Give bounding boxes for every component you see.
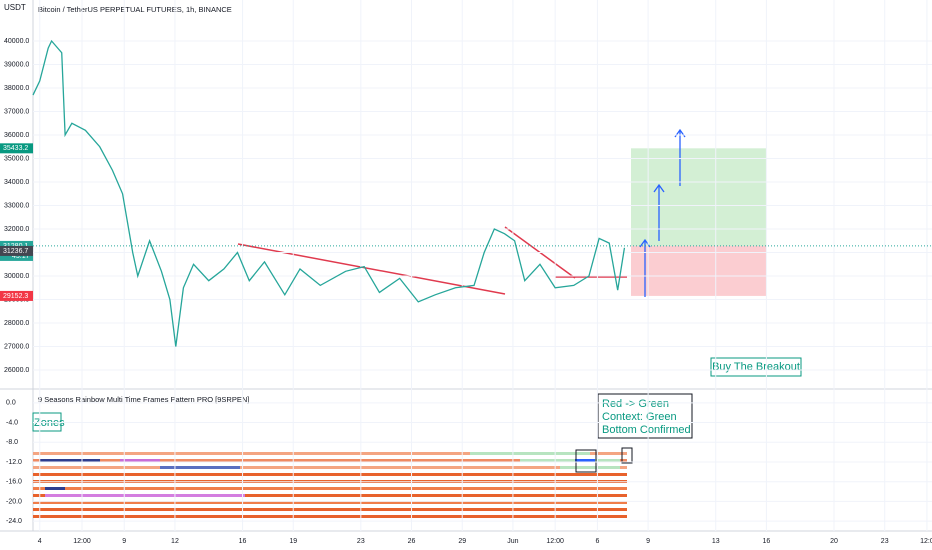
y-tick-label: 0.0 bbox=[6, 400, 16, 407]
x-tick-label: 12:0 bbox=[920, 538, 932, 545]
y-tick-label: 39000.0 bbox=[4, 61, 29, 68]
price-label: 29152.3 bbox=[3, 293, 28, 300]
annotation: Red -> Green bbox=[602, 398, 669, 410]
y-tick-label: 27000.0 bbox=[4, 343, 29, 350]
x-tick-label: 16 bbox=[239, 538, 247, 545]
price-label: 31236.7 bbox=[3, 248, 28, 255]
x-tick-label: 4 bbox=[38, 538, 42, 545]
y-tick-label: 40000.0 bbox=[4, 38, 29, 45]
x-tick-label: 12:00 bbox=[73, 538, 91, 545]
y-tick-label: -8.0 bbox=[6, 439, 18, 446]
x-tick-label: 13 bbox=[712, 538, 720, 545]
x-tick-label: 19 bbox=[289, 538, 297, 545]
x-tick-label: 23 bbox=[357, 538, 365, 545]
annotation: Buy The Breakout bbox=[712, 361, 800, 373]
countdown: 45:17 bbox=[12, 253, 30, 260]
chart-title: Bitcoin / TetherUS PERPETUAL FUTURES, 1h… bbox=[38, 5, 232, 14]
y-tick-label: 38000.0 bbox=[4, 85, 29, 92]
highlight-box bbox=[621, 447, 633, 464]
y-tick-label: -12.0 bbox=[6, 459, 22, 466]
x-tick-label: 12:00 bbox=[546, 538, 564, 545]
y-tick-label: 30000.0 bbox=[4, 273, 29, 280]
price-label-bg bbox=[0, 143, 33, 154]
y-tick-label: -24.0 bbox=[6, 518, 22, 525]
y-tick-label: -4.0 bbox=[6, 419, 18, 426]
axis-unit: USDT bbox=[4, 3, 26, 12]
price-label: 35433.2 bbox=[3, 145, 28, 152]
y-tick-label: 28000.0 bbox=[4, 320, 29, 327]
y-tick-label: 26000.0 bbox=[4, 367, 29, 374]
annotation: Context: Green bbox=[602, 411, 677, 423]
annotation-box bbox=[597, 393, 693, 439]
x-tick-label: Jun bbox=[507, 538, 518, 545]
x-tick-label: 6 bbox=[595, 538, 599, 545]
price-line bbox=[32, 39, 626, 347]
y-tick-label: 35000.0 bbox=[4, 155, 29, 162]
x-tick-label: 20 bbox=[830, 538, 838, 545]
indicator-title: 9 Seasons Rainbow Multi Time Frames Patt… bbox=[38, 395, 249, 404]
y-tick-label: 34000.0 bbox=[4, 179, 29, 186]
y-tick-label: -20.0 bbox=[6, 498, 22, 505]
profit-zone bbox=[631, 148, 766, 246]
annotation-box bbox=[710, 357, 802, 377]
annotation: Bottom Confirmed bbox=[602, 424, 691, 436]
y-tick-label: 37000.0 bbox=[4, 108, 29, 115]
price-label-bg bbox=[0, 245, 33, 256]
y-tick-label: 32000.0 bbox=[4, 226, 29, 233]
x-tick-label: 23 bbox=[881, 538, 889, 545]
x-tick-label: 12 bbox=[171, 538, 179, 545]
x-tick-label: 9 bbox=[646, 538, 650, 545]
x-tick-label: 26 bbox=[408, 538, 416, 545]
loss-zone bbox=[631, 245, 766, 296]
x-tick-label: 9 bbox=[122, 538, 126, 545]
highlight-box bbox=[575, 449, 597, 473]
y-tick-label: 36000.0 bbox=[4, 132, 29, 139]
x-tick-label: 16 bbox=[763, 538, 771, 545]
y-tick-label: 33000.0 bbox=[4, 202, 29, 209]
y-tick-label: -16.0 bbox=[6, 479, 22, 486]
x-tick-label: 29 bbox=[458, 538, 466, 545]
price-label-bg bbox=[0, 290, 33, 301]
